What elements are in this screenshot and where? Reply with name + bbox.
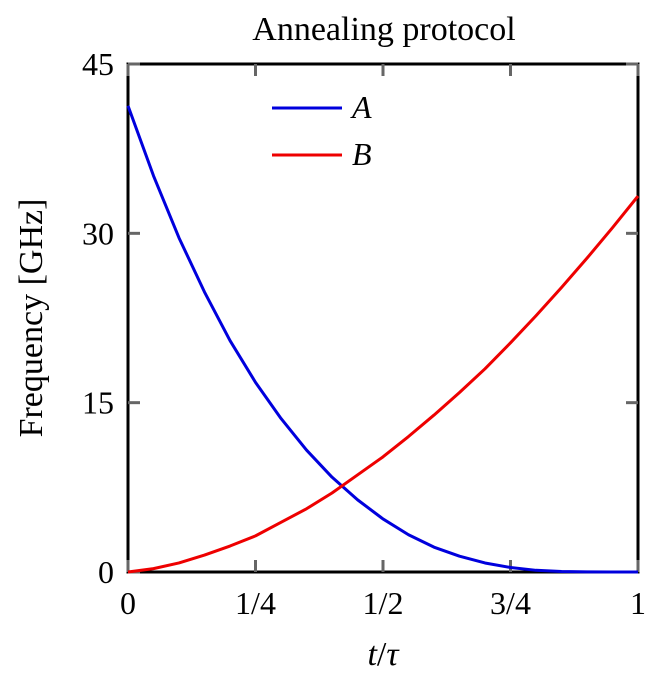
x-tick-label: 3/4 xyxy=(490,585,531,621)
series-line-a xyxy=(126,105,638,574)
x-axis-label-var: t xyxy=(367,636,378,673)
y-tick-label: 30 xyxy=(82,215,114,251)
legend-label-a: A xyxy=(350,89,372,125)
legend: A B xyxy=(272,89,372,172)
y-tick-label: 15 xyxy=(82,385,114,421)
series-line-b xyxy=(127,195,640,574)
y-axis-label: Frequency [GHz] xyxy=(13,199,50,438)
x-tick-label: 0 xyxy=(120,585,136,621)
y-tick-label: 45 xyxy=(82,46,114,82)
tick-marks xyxy=(126,62,640,574)
x-axis-label-param: τ xyxy=(386,636,400,673)
x-axis-label: t/τ xyxy=(367,636,400,673)
tick-labels: 0 1/4 1/2 3/4 1 0 15 30 45 xyxy=(82,46,646,621)
x-tick-label: 1/4 xyxy=(235,585,276,621)
x-tick-label: 1 xyxy=(630,585,646,621)
y-tick-label: 0 xyxy=(98,554,114,590)
x-axis-label-sep: / xyxy=(377,636,387,673)
x-tick-label: 1/2 xyxy=(363,585,404,621)
legend-label-b: B xyxy=(352,136,372,172)
chart-title: Annealing protocol xyxy=(252,11,515,48)
plot-frame xyxy=(126,62,640,574)
series-lines xyxy=(126,105,640,574)
